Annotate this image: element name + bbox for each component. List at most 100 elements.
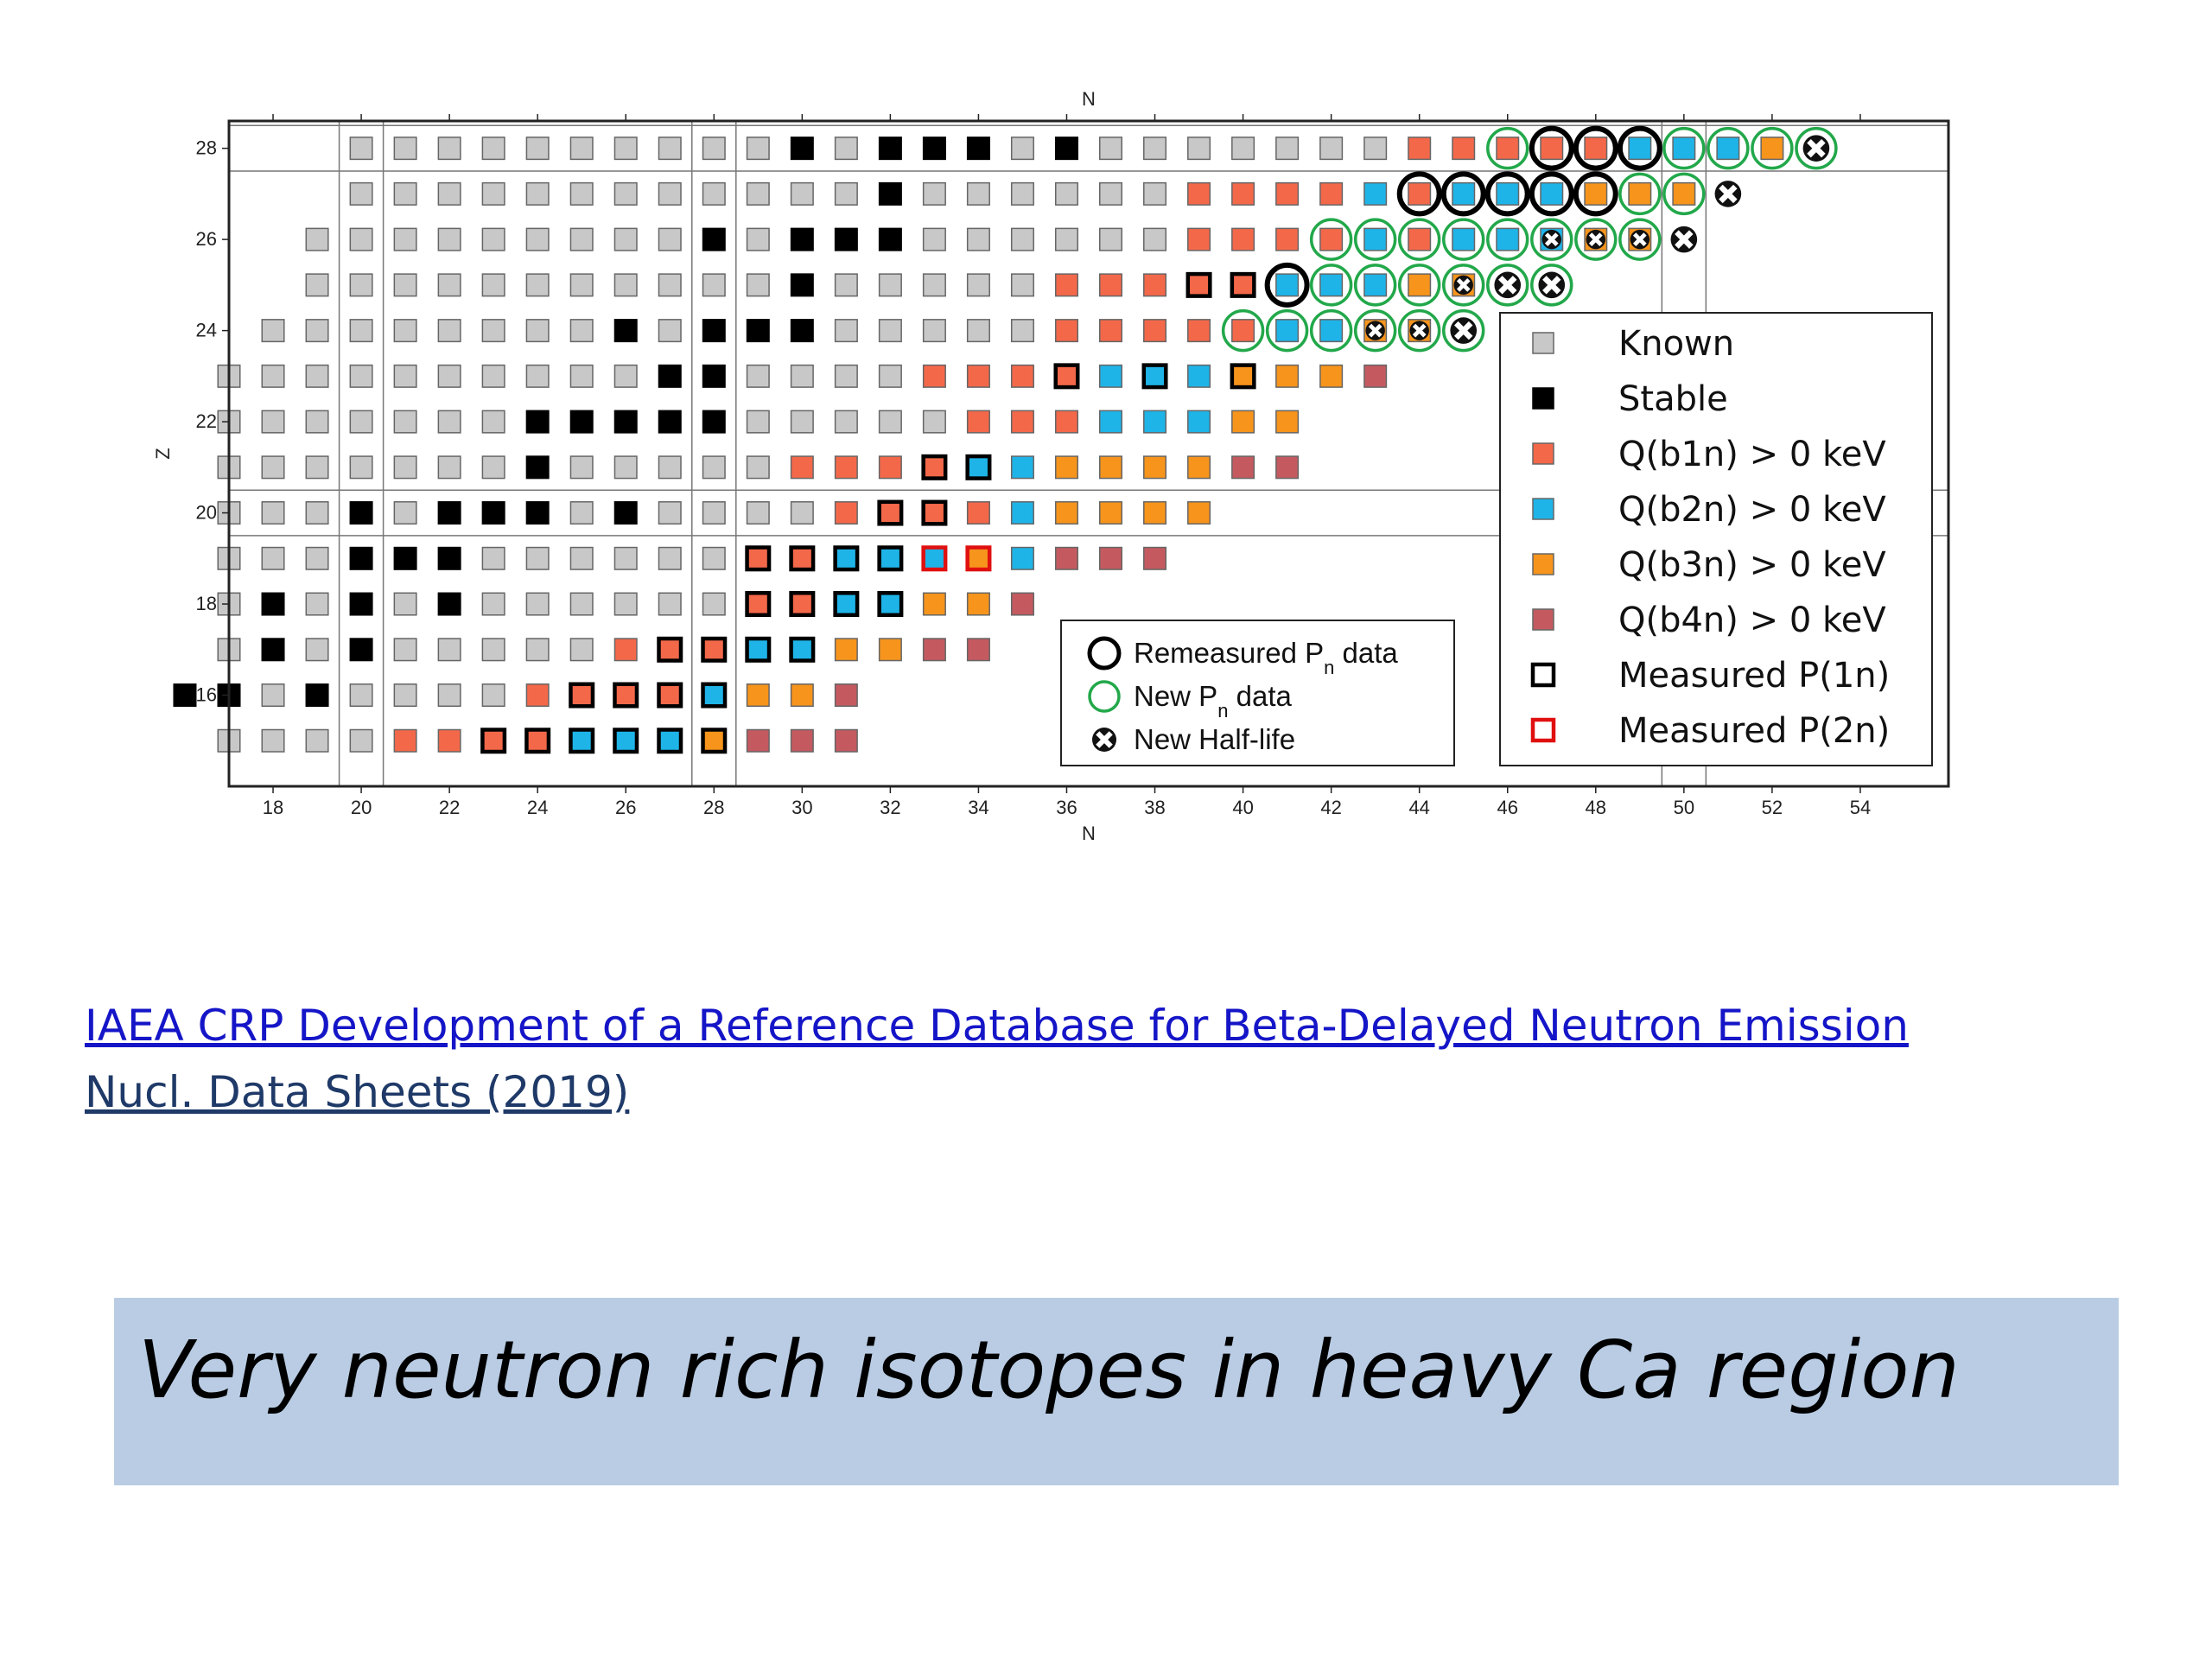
nuclide-cell [746,683,770,708]
nuclide-square [393,546,417,570]
nuclide-square [481,455,505,480]
nuclide-cell [525,273,550,297]
nuclide-cell [965,545,992,572]
nuclide-cell [305,728,329,753]
nuclide-square [1010,181,1034,206]
nuclide-square [922,227,946,251]
nuclide-cell [613,455,638,480]
nuclide-cell [746,364,770,388]
nuclide-cell [790,273,814,297]
nuclide-cell [349,227,373,251]
nuclide-cell [393,410,417,434]
nuclide-square [1408,181,1432,206]
nuclide-cell [481,683,505,708]
y-tick-label: 22 [196,410,217,432]
nuclide-cell [878,455,902,480]
nuclide-square [1408,227,1432,251]
nuclide-square [790,728,814,753]
nuclide-square [1584,181,1608,206]
nuclide-square [1099,227,1123,251]
nuclide-square [1054,546,1078,570]
nuclide-square [437,273,461,297]
nuclide-cell [1099,410,1123,434]
nuclide-square [1452,137,1476,161]
nuclide-cell [1143,181,1167,206]
nuclide-cell [1442,218,1485,261]
nuclide-cell [1714,181,1742,207]
nuclide-cell [1010,546,1034,570]
marker-legend-box [1060,620,1455,766]
reference-link-journal[interactable]: Nucl. Data Sheets (2019) [85,1067,630,1117]
nuclide-cell [1275,181,1300,206]
nuclide-square [437,501,461,525]
nuclide-cell [1529,171,1574,217]
nuclide-square [349,410,373,434]
nuclide-cell [1099,181,1123,206]
nuclide-cell [569,728,595,754]
nuclide-cell [834,137,858,161]
nuclide-cell [1054,137,1078,161]
nuclide-cell [393,181,417,206]
nuclide-cell [658,137,682,161]
nuclide-square [1275,137,1300,161]
nuclide-square [305,546,329,570]
nuclide-square [613,364,638,388]
nuclide-square [1319,364,1344,388]
nuclide-cell [702,273,726,297]
nuclide-square [481,364,505,388]
color-legend: Known Stable Q(b1n) > 0 keV Q(b2n) > 0 keV Q… [1499,312,1933,766]
nuclide-cell [1231,137,1255,161]
nuclide-cell [1187,137,1211,161]
color-legend-box [1499,312,1933,766]
nuclide-cell [834,227,858,251]
nuclide-square [525,683,550,708]
nuclide-square [349,455,373,480]
nuclide-square [965,454,992,480]
nuclide-cell [1187,410,1211,434]
nuclide-cell [613,319,638,343]
nuclide-cell [702,501,726,525]
x-axis-label: N [1082,823,1096,844]
nuclide-square [834,137,858,161]
new-pn-ring [1486,126,1529,170]
nuclide-square [613,682,639,709]
nuclide-square [1143,181,1167,206]
nuclide-square [437,728,461,753]
x-tick-label: 34 [968,797,988,818]
nuclide-cell [305,683,329,708]
nuclide-square [349,319,373,343]
nuclide-cell [922,638,946,662]
nuclide-square [966,364,990,388]
nuclide-cell [702,227,726,251]
nuclide-cell [657,728,683,754]
nuclide-square [1187,364,1211,388]
halflife-cross [1412,323,1427,338]
nuclide-square [1275,410,1300,434]
nuclide-square [569,728,595,754]
nuclide-cell [658,319,682,343]
nuclide-square [1275,181,1300,206]
nuclide-square [1099,273,1123,297]
nuclide-square [437,546,461,570]
nuclide-cell [1230,363,1256,390]
nuclide-square [393,227,417,251]
nuclide-square [746,273,770,297]
new-pn-ring [1530,264,1573,307]
nuclide-cell [834,364,858,388]
callout-banner: Very neutron rich isotopes in heavy Ca r… [114,1298,2119,1485]
nuclide-square [834,455,858,480]
nuclide-square [658,319,682,343]
nuclide-cell [261,501,285,525]
nuclide-cell [437,592,461,616]
nuclide-square [569,546,594,570]
nuclide-cell [569,137,594,161]
nuclide-square [1054,410,1078,434]
nuclide-cell [1054,501,1078,525]
nuclide-cell [702,137,726,161]
nuclide-square [1141,363,1168,390]
nuclide-cell [1397,264,1441,307]
new-pn-ring [1442,218,1485,261]
nuclide-cell [878,364,902,388]
nuclide-square [481,546,505,570]
reference-link-title[interactable]: IAEA CRP Development of a Reference Data… [85,1001,1909,1051]
